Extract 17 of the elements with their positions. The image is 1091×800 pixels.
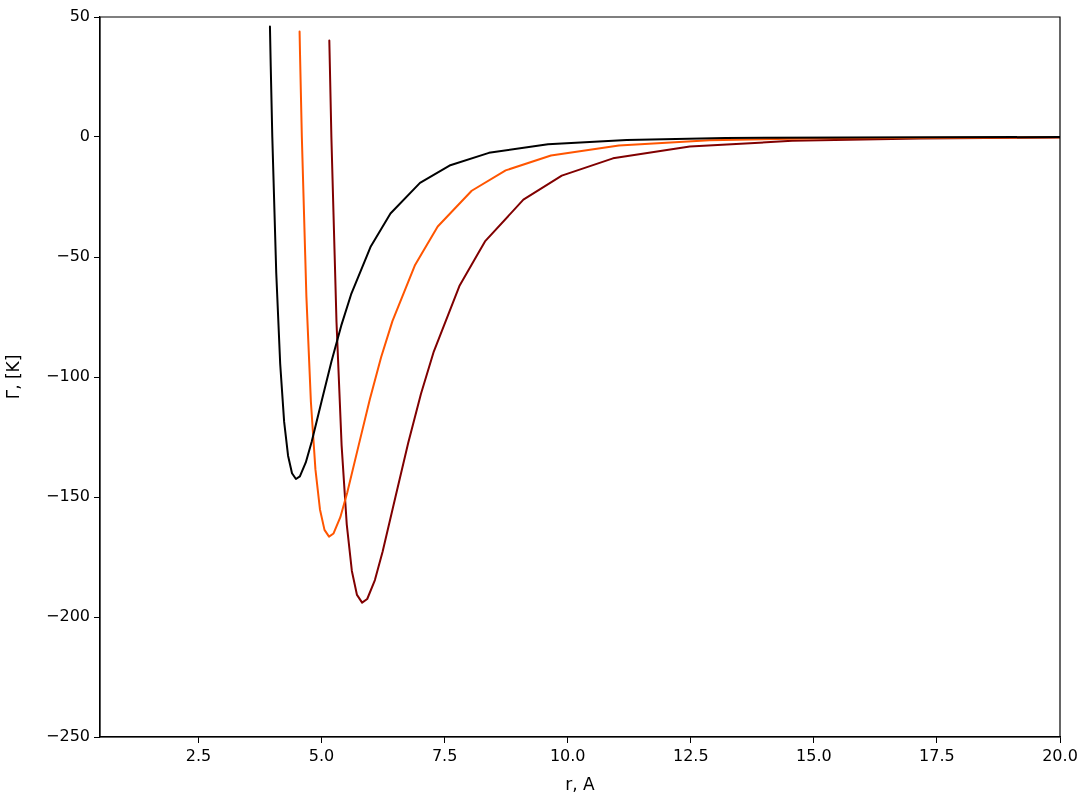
x-tick-label: 20.0	[1042, 745, 1078, 765]
x-tick-label: 2.5	[185, 745, 212, 765]
y-tick-label: −150	[46, 486, 90, 506]
x-tick-label: 7.5	[431, 745, 458, 765]
y-tick-label: −200	[46, 606, 90, 626]
x-tick-label: 12.5	[672, 745, 709, 765]
y-tick-label: −100	[46, 366, 90, 386]
x-tick-label: 10.0	[549, 745, 586, 765]
y-tick-label: 0	[79, 126, 90, 146]
x-axis-title: r, A	[565, 774, 596, 795]
y-tick-label: −250	[46, 726, 90, 746]
y-tick-label: −50	[56, 246, 90, 266]
y-tick-label: 50	[69, 6, 90, 26]
x-tick-label: 5.0	[308, 745, 335, 765]
x-tick-label: 15.0	[796, 745, 832, 765]
x-tick-label: 17.5	[919, 745, 955, 765]
y-axis-title: Γ, [K]	[2, 354, 23, 400]
